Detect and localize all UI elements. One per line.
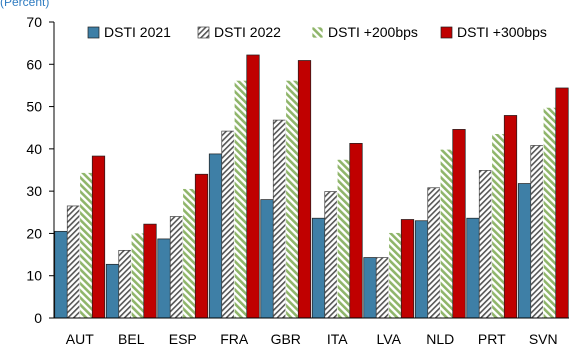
legend: DSTI 2021 DSTI 2022 DSTI +200bps DSTI +300b… xyxy=(87,24,547,40)
y-tick-label: 60 xyxy=(26,56,42,72)
bar-aut-dsti-200bps xyxy=(79,172,93,319)
plot-area xyxy=(54,54,569,319)
bar-bel-dsti-2021 xyxy=(105,263,120,319)
bar-ita-dsti-300bps xyxy=(349,143,363,319)
x-tick-label: FRA xyxy=(220,331,249,347)
bar-bel-dsti-200bps xyxy=(130,232,145,319)
bar-aut-dsti-300bps xyxy=(91,155,106,319)
y-tick-label: 20 xyxy=(26,225,42,241)
bar-fra-dsti-2021 xyxy=(208,153,223,319)
bar-bel-dsti-300bps xyxy=(143,223,157,319)
y-tick-label: 40 xyxy=(26,141,42,157)
axes: AUT BEL ESP FRA GBR ITA LVA NLD PRT SVN 0 10 20 30 40 5… xyxy=(26,14,569,347)
x-tick-label: AUT xyxy=(66,331,94,347)
x-tick-label: BEL xyxy=(118,331,145,347)
x-tick-label: LVA xyxy=(377,331,402,347)
y-tick-label: 50 xyxy=(26,99,42,115)
bar-aut-dsti-2021 xyxy=(54,230,68,319)
bar-fra-dsti-2022 xyxy=(221,130,235,319)
bar-ita-dsti-2021 xyxy=(311,217,326,319)
bar-prt-dsti-2021 xyxy=(466,217,480,319)
legend-swatch xyxy=(311,26,324,39)
x-tick-label: PRT xyxy=(478,331,506,347)
bar-lva-dsti-200bps xyxy=(388,232,402,319)
y-tick-label: 10 xyxy=(26,268,42,284)
bar-lva-dsti-2022 xyxy=(375,257,390,319)
bar-gbr-dsti-2022 xyxy=(272,119,287,319)
bar-prt-dsti-300bps xyxy=(503,115,518,319)
bar-gbr-dsti-2021 xyxy=(260,199,274,319)
legend-label: DSTI +200bps xyxy=(328,24,418,40)
x-tick-label: NLD xyxy=(426,331,454,347)
bar-gbr-dsti-300bps xyxy=(297,60,312,319)
bar-lva-dsti-2021 xyxy=(363,257,377,319)
bar-nld-dsti-300bps xyxy=(452,129,466,319)
bar-esp-dsti-300bps xyxy=(194,173,209,319)
bar-esp-dsti-2022 xyxy=(169,216,184,319)
y-tick-label: 70 xyxy=(26,14,42,30)
bar-svn-dsti-300bps xyxy=(555,87,569,319)
bar-fra-dsti-300bps xyxy=(246,54,260,319)
legend-label: DSTI 2022 xyxy=(214,24,281,40)
bar-nld-dsti-200bps xyxy=(439,148,454,319)
bar-aut-dsti-2022 xyxy=(66,205,81,319)
bar-prt-dsti-200bps xyxy=(491,133,505,319)
bar-gbr-dsti-200bps xyxy=(285,80,299,319)
x-tick-label: GBR xyxy=(271,331,301,347)
bar-fra-dsti-200bps xyxy=(233,80,248,319)
bar-nld-dsti-2021 xyxy=(414,220,429,319)
bar-prt-dsti-2022 xyxy=(478,170,493,319)
bar-esp-dsti-2021 xyxy=(157,238,171,319)
y-tick-label: 30 xyxy=(26,183,42,199)
bar-svn-dsti-200bps xyxy=(542,107,557,319)
bar-ita-dsti-2022 xyxy=(324,191,338,319)
legend-label: DSTI +300bps xyxy=(457,24,547,40)
x-tick-label: ESP xyxy=(169,331,197,347)
x-tick-label: SVN xyxy=(529,331,558,347)
legend-swatch xyxy=(440,26,453,39)
legend-swatch xyxy=(87,26,100,39)
bar-ita-dsti-200bps xyxy=(336,159,351,319)
legend-swatch xyxy=(197,26,210,39)
bar-svn-dsti-2021 xyxy=(517,183,532,319)
bar-esp-dsti-200bps xyxy=(182,188,196,319)
header-note: (Percent) xyxy=(0,0,49,9)
bar-nld-dsti-2022 xyxy=(427,187,441,319)
bar-bel-dsti-2022 xyxy=(118,249,132,319)
legend-label: DSTI 2021 xyxy=(104,24,171,40)
bar-svn-dsti-2022 xyxy=(530,145,544,319)
bar-lva-dsti-300bps xyxy=(400,219,415,319)
x-tick-label: ITA xyxy=(327,331,348,347)
y-tick-label: 0 xyxy=(34,310,42,326)
